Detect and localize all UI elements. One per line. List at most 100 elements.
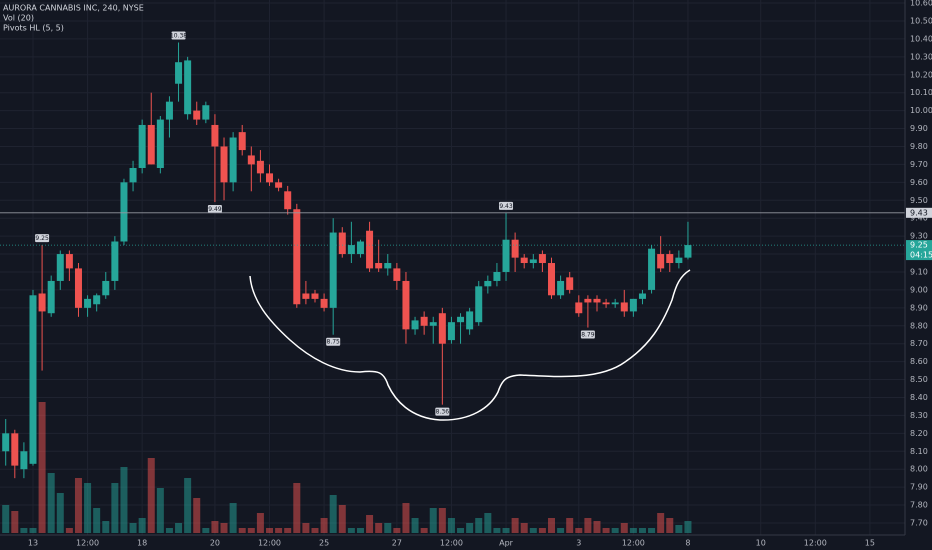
volume-bar: [684, 521, 692, 533]
candle-body: [184, 60, 192, 115]
volume-bar: [511, 518, 519, 533]
candle-body: [375, 263, 383, 269]
last-price-label: 9.25: [910, 241, 928, 250]
candle-body: [566, 277, 574, 290]
candle-body: [638, 293, 646, 299]
y-tick-label: 10.40: [910, 34, 932, 43]
candle-body: [402, 280, 410, 330]
volume-bar: [338, 505, 346, 533]
pivot-label: 9.49: [208, 206, 222, 213]
volume-bar: [293, 483, 301, 533]
volume-bar: [84, 483, 92, 533]
candle-body: [502, 239, 510, 272]
pivot-label: 8.36: [436, 409, 450, 416]
volume-bar: [102, 521, 110, 533]
volume-bar: [302, 523, 310, 533]
volume-bar: [220, 523, 228, 533]
candles: [2, 42, 692, 479]
candle-body: [47, 280, 55, 314]
price-line-box: [906, 207, 932, 218]
candle-body: [602, 302, 610, 305]
indicator-label: Vol (20): [3, 14, 34, 23]
candle-body: [356, 241, 364, 255]
volume-bar: [193, 498, 201, 533]
y-tick-label: 10.00: [910, 106, 932, 115]
candle-body: [256, 160, 264, 174]
candle-body: [266, 173, 274, 183]
chart-title: AURORA CANNABIS INC, 240, NYSE: [3, 4, 144, 13]
y-tick-label: 10.50: [910, 16, 932, 25]
volume-bar: [266, 528, 274, 533]
y-tick-label: 9.50: [910, 196, 928, 205]
pivot-label-box: [171, 31, 186, 40]
candle-body: [657, 254, 665, 269]
candle-body: [620, 302, 628, 312]
candle-body: [475, 286, 483, 323]
annotations: 9.25 10.38 9.49 8.75 8.36 9.43 8.79: [0, 31, 905, 416]
candle-body: [229, 137, 237, 183]
volume-bar: [438, 508, 446, 533]
candle-body: [484, 280, 492, 287]
volume-bar: [211, 521, 219, 533]
x-tick-label: 3: [576, 539, 581, 548]
volume-bar: [202, 528, 210, 533]
volume-bar: [475, 518, 483, 533]
candle-body: [466, 311, 474, 330]
candle-body: [584, 298, 592, 303]
x-tick-label: 12:00: [440, 539, 463, 548]
volume-bar: [502, 528, 510, 533]
candle-body: [284, 191, 292, 210]
candle-body: [384, 263, 392, 269]
x-tick-label: 27: [392, 539, 402, 548]
candle-body: [538, 254, 546, 264]
candle-body: [675, 257, 683, 264]
volume-bar: [520, 523, 528, 533]
pivot-label-box: [499, 201, 514, 210]
candle-body: [666, 254, 674, 264]
price-line-label: 9.43: [910, 208, 928, 217]
candle-body: [293, 209, 301, 305]
candle-body: [247, 155, 255, 165]
x-tick-label: 12:00: [804, 539, 827, 548]
volume-bar: [120, 467, 128, 533]
volume-bar: [638, 528, 646, 533]
candle-body: [74, 268, 82, 308]
y-tick-label: 8.60: [910, 357, 928, 366]
candle-body: [175, 62, 183, 84]
volume-bar: [20, 528, 28, 533]
candle-body: [629, 298, 637, 312]
candle-body: [548, 263, 556, 296]
candle-body: [557, 280, 565, 296]
y-tick-label: 8.20: [910, 429, 928, 438]
volume-bar: [147, 458, 155, 533]
candle-body: [511, 239, 519, 258]
grid: [0, 0, 905, 535]
candle-body: [102, 280, 110, 296]
volume-bar: [566, 518, 574, 533]
volume-bar: [2, 505, 10, 533]
axes: 7.70 7.80 7.90 8.00 8.10 8.20 8.30 8.40 8.50 8.60…: [28, 0, 932, 548]
y-tick-label: 9.00: [910, 285, 928, 294]
volume-bar: [256, 513, 264, 533]
pivot-label: 8.79: [581, 332, 595, 339]
y-tick-label: 10.30: [910, 52, 932, 61]
pivot-label: 8.75: [327, 339, 341, 346]
volume-bar: [111, 483, 119, 533]
candle-body: [684, 245, 692, 258]
x-tick-label: 18: [137, 539, 147, 548]
volume-bar: [275, 528, 283, 533]
candle-body: [429, 322, 437, 326]
candle-body: [347, 245, 355, 255]
candle-body: [211, 124, 219, 147]
pivot-label-box: [580, 330, 595, 339]
volume-bar: [602, 528, 610, 533]
volume-bar: [648, 528, 656, 533]
volume-bar: [311, 528, 319, 533]
indicator-label: Pivots HL (5, 5): [3, 24, 64, 33]
volume-bar: [29, 528, 37, 533]
x-tick-label: 12:00: [258, 539, 281, 548]
candle-body: [575, 302, 583, 314]
candle-body: [2, 433, 10, 452]
x-tick-label: 25: [319, 539, 329, 548]
cup-handle-drawing: [249, 269, 691, 421]
